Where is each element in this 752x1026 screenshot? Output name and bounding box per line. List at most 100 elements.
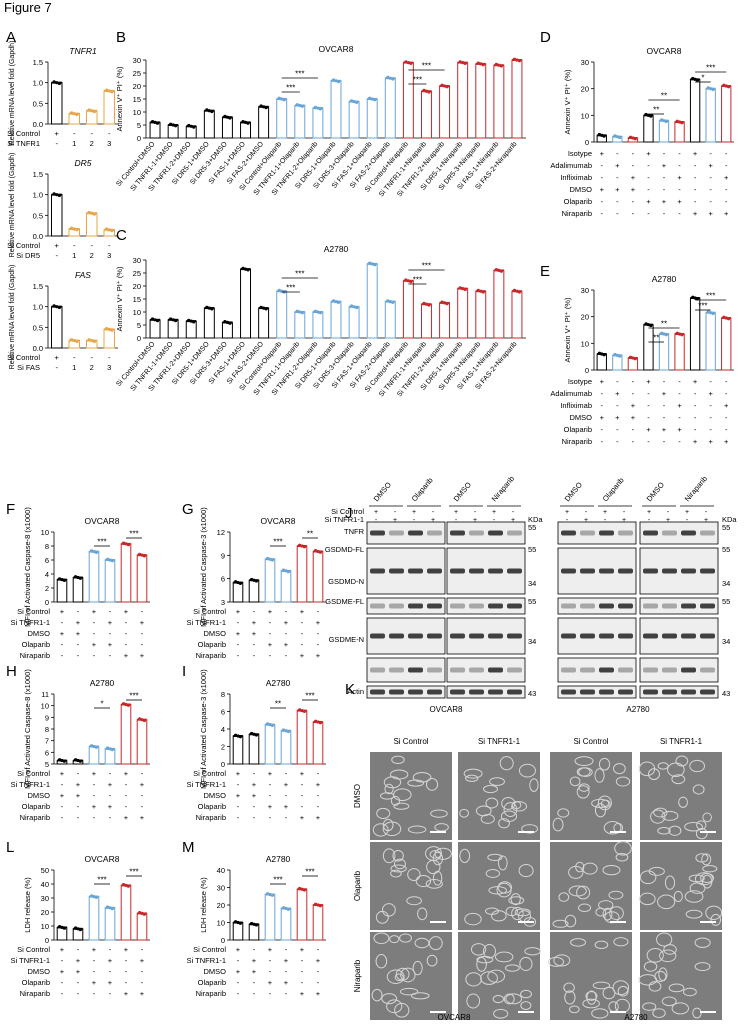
- micrograph-cell: [689, 882, 706, 894]
- blot-mw-left: 34: [528, 637, 536, 646]
- panel-a-point: [70, 226, 74, 230]
- micrograph-cell: [487, 969, 506, 983]
- panel-f-sign: -: [125, 629, 128, 638]
- blot-band: [599, 689, 614, 695]
- panel-a-si-label: Si FAS: [17, 363, 40, 372]
- micrograph-cell: [710, 913, 722, 926]
- micrograph-cell: [570, 938, 587, 947]
- panel-c-bar: [294, 311, 306, 339]
- panel-h-row-label: DMSO: [28, 791, 51, 800]
- panel-c-point: [494, 268, 498, 272]
- micrograph-cell: [386, 999, 403, 1014]
- micrograph-cell: [511, 800, 522, 810]
- panel-c-point: [300, 311, 304, 315]
- micrograph-image: [458, 752, 540, 840]
- panel-f-bar: [120, 543, 132, 603]
- panel-i-bar: [280, 730, 292, 765]
- panel-e-sign: -: [725, 425, 728, 434]
- micrograph-cell: [510, 893, 521, 906]
- panel-g-sign: -: [301, 629, 304, 638]
- panel-m-sign: -: [269, 967, 272, 976]
- panel-e-bar: [596, 353, 607, 371]
- blot-band: [561, 603, 576, 609]
- panel-a-ylabel: Relative mRNA level fold (Gapdh): [9, 41, 16, 146]
- blot-band: [488, 603, 503, 609]
- panel-d-sig-stars: **: [653, 106, 659, 115]
- panel-g-bar: [296, 545, 308, 603]
- panel-f-sign: -: [77, 607, 80, 616]
- panel-l-sign: -: [77, 978, 80, 987]
- panel-d-sign: +: [662, 161, 667, 170]
- blot-band: [700, 568, 715, 574]
- panel-g-point: [286, 570, 290, 574]
- panel-a-sign: 3: [107, 139, 111, 148]
- micrograph-cell: [499, 756, 514, 771]
- panel-g-row-label: Si Control: [193, 607, 226, 616]
- blot-band: [488, 530, 503, 536]
- panel-c-point: [318, 311, 322, 315]
- panel-h-sign: -: [109, 769, 112, 778]
- micrograph-cell: [432, 870, 443, 886]
- panel-f-bar: [72, 577, 84, 603]
- panel-g-bar: [312, 550, 324, 603]
- panel-b-point: [370, 97, 374, 101]
- micrograph-cell: [470, 943, 487, 956]
- panel-m-sign: -: [253, 989, 256, 998]
- panel-f-tick-label: 10: [41, 528, 49, 537]
- panel-h-point: [110, 748, 114, 752]
- panel-g-tick-label: 12: [217, 528, 225, 537]
- panel-l-ylabel: LDH release (%): [23, 877, 32, 933]
- panel-e-sign: +: [677, 401, 682, 410]
- panel-d-sign: +: [693, 149, 698, 158]
- blot-sign: +: [685, 509, 689, 516]
- panel-b-point: [461, 61, 465, 65]
- blot-sign: -: [455, 517, 458, 524]
- panel-d-title: OVCAR8: [647, 46, 682, 56]
- panel-c-bar: [330, 301, 342, 339]
- panel-f-sign: -: [109, 629, 112, 638]
- panel-d-sign: +: [600, 149, 605, 158]
- panel-f-bar: [88, 551, 100, 603]
- panel-m-sign: -: [285, 989, 288, 998]
- panel-g-sign: +: [268, 640, 273, 649]
- panel-g-sign: -: [237, 651, 240, 660]
- panel-c-bar: [276, 290, 288, 339]
- panel-a-point: [87, 108, 91, 112]
- blot-band: [580, 689, 595, 695]
- micrograph-cell: [685, 909, 703, 919]
- panel-b-title: OVCAR8: [319, 44, 354, 54]
- blot-mw-left: 55: [528, 545, 536, 554]
- panel-m-group: 0 10 20 30 40 A2780 LDH release (%) *** *** Si Co…: [187, 854, 326, 998]
- panel-c-point: [463, 287, 467, 291]
- panel-c-point: [388, 300, 392, 304]
- panel-i-sig-stars: ***: [305, 692, 314, 701]
- panel-i-sign: -: [285, 791, 288, 800]
- panel-f-point: [142, 554, 146, 558]
- micro-col-label: Si Control: [393, 737, 428, 746]
- panel-g-sign: -: [237, 640, 240, 649]
- micrograph-cell: [614, 841, 632, 856]
- micrograph-cell: [497, 855, 508, 871]
- panel-c-tick-label: 20: [133, 282, 141, 291]
- panel-e-bar: [643, 324, 654, 371]
- panel-c-bar: [421, 303, 432, 339]
- micrograph-cell: [375, 954, 388, 969]
- micrograph-cell: [675, 755, 689, 767]
- panel-b-tick-label: 5: [137, 121, 141, 130]
- panel-g-point: [252, 578, 256, 582]
- panel-g-bar: [248, 579, 260, 603]
- micrograph-cell: [612, 980, 630, 996]
- panel-i-bar: [232, 735, 244, 765]
- panel-i-bar: [312, 721, 324, 765]
- micro-col-label: Si TNFR1-1: [660, 737, 703, 746]
- panel-h-bar: [120, 704, 132, 765]
- panel-e-row-label: Niraparib: [562, 437, 592, 446]
- micrograph-cell: [684, 890, 704, 903]
- micrograph-cell: [701, 853, 712, 866]
- panel-a-point: [70, 111, 74, 115]
- panel-d-sign: -: [725, 197, 728, 206]
- panel-d-tick-label: 10: [581, 111, 589, 120]
- panel-a-sign: -: [91, 241, 94, 250]
- panel-i-point: [300, 709, 304, 713]
- panel-a-sign: -: [108, 353, 111, 362]
